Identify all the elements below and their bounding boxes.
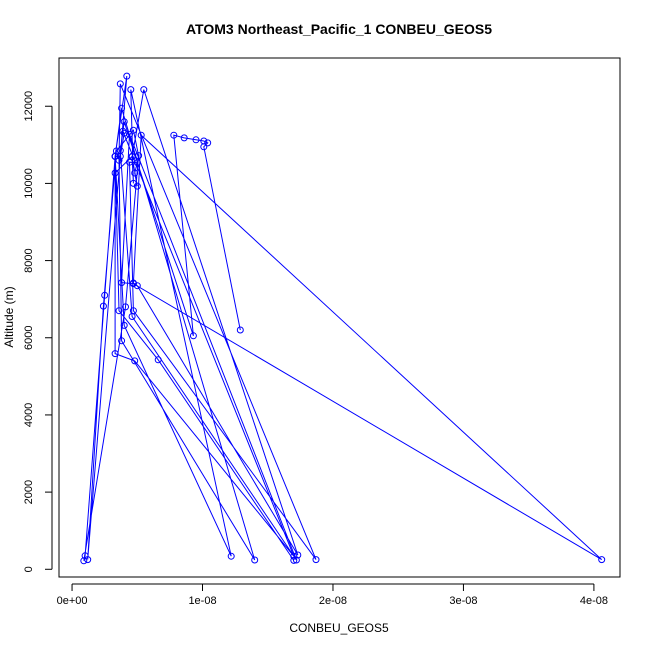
x-tick-label: 2e-08 [319, 595, 347, 607]
data-point [140, 86, 148, 94]
data-point [122, 303, 129, 311]
x-axis-label: CONBEU_GEOS5 [289, 621, 389, 635]
data-point [111, 350, 119, 358]
data-point [101, 291, 109, 299]
data-point [118, 104, 126, 112]
data-point [128, 153, 136, 161]
y-tick-label: 4000 [23, 403, 35, 427]
y-tick-label: 8000 [23, 248, 35, 272]
data-point [116, 80, 124, 88]
data-point [128, 313, 136, 320]
data-point [129, 280, 137, 288]
data-point [170, 131, 178, 139]
data-point [204, 139, 212, 147]
y-tick-label: 6000 [23, 326, 35, 350]
x-tick-label: 0e+00 [57, 595, 88, 607]
series-line-group [83, 76, 603, 561]
x-tick-label: 4e-08 [580, 595, 608, 607]
data-point [227, 552, 235, 560]
data-point [294, 551, 302, 559]
y-tick-label: 10000 [23, 168, 35, 199]
data-point [598, 556, 606, 564]
y-tick-label: 2000 [23, 480, 35, 504]
data-point [81, 552, 89, 560]
data-point [312, 556, 320, 564]
data-point [80, 557, 88, 565]
y-tick-label: 12000 [23, 91, 35, 122]
data-point [131, 169, 139, 177]
data-point [118, 337, 126, 345]
data-point [137, 131, 145, 139]
data-point [127, 86, 135, 94]
data-point [115, 156, 123, 164]
data-point [135, 152, 143, 160]
y-tick-label: 0 [23, 566, 35, 572]
data-point [126, 130, 133, 138]
data-point [120, 129, 128, 137]
data-point [115, 307, 123, 315]
data-point [292, 556, 300, 564]
data-point [251, 556, 259, 564]
data-point [154, 356, 162, 364]
chart-title: ATOM3 Northeast_Pacific_1 CONBEU_GEOS5 [186, 21, 492, 37]
data-point [123, 72, 131, 80]
data-point [133, 182, 141, 190]
data-point [120, 118, 128, 126]
y-axis: 0 2000 4000 6000 8000 10000 12000 [23, 91, 53, 572]
y-axis-label: Altitude (m) [2, 286, 16, 347]
data-point [290, 556, 298, 564]
series-point-group [80, 72, 606, 565]
data-point [111, 152, 119, 160]
plot-frame [58, 57, 621, 578]
data-point [111, 169, 119, 177]
data-point [180, 134, 188, 142]
data-point [118, 279, 126, 287]
data-point [200, 143, 208, 151]
x-axis: 0e+00 1e-08 2e-08 3e-08 4e-08 [57, 583, 608, 607]
series-line [83, 76, 603, 561]
data-point [133, 159, 141, 167]
x-tick-label: 1e-08 [188, 595, 216, 607]
data-point [116, 147, 124, 155]
data-point [131, 357, 139, 365]
data-point [119, 127, 127, 135]
data-point [120, 321, 128, 329]
x-tick-label: 3e-08 [449, 595, 477, 607]
data-point [192, 136, 200, 144]
data-point [189, 332, 197, 340]
data-point [99, 302, 107, 310]
data-point [126, 158, 133, 166]
data-point [129, 126, 137, 134]
data-point [236, 326, 244, 334]
